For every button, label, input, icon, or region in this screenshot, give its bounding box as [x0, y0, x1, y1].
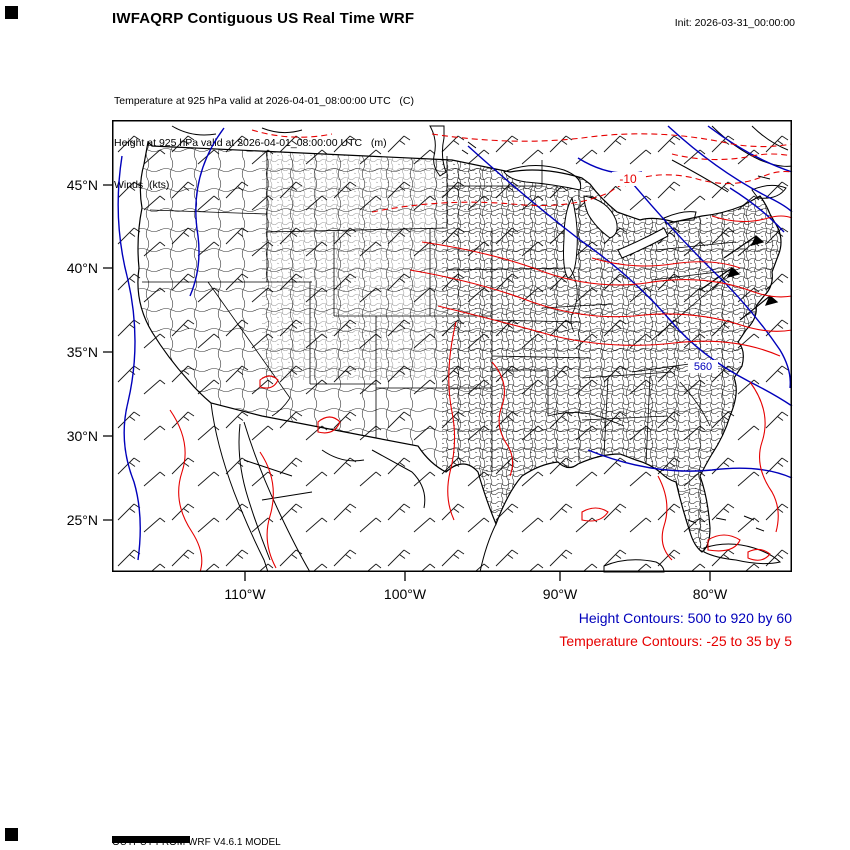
lon-label-100w: 100°W	[383, 586, 427, 602]
lat-label-40n: 40°N	[66, 260, 98, 276]
lon-label-80w: 80°W	[692, 586, 728, 602]
lat-label-30n: 30°N	[66, 428, 98, 444]
wind-barb-field	[112, 120, 792, 572]
page-title: IWFAQRP Contiguous US Real Time WRF	[112, 10, 415, 27]
init-timestamp: Init: 2026-03-31_00:00:00	[674, 17, 795, 29]
temperature-valid-line: Temperature at 925 hPa valid at 2026-04-…	[114, 95, 415, 107]
footer-mark	[112, 836, 190, 843]
map-frame: -10 560	[103, 120, 793, 581]
lat-label-25n: 25°N	[66, 512, 98, 528]
map-plot: -10 560	[103, 120, 793, 581]
state-boundaries	[142, 152, 737, 472]
jet-wind-barbs	[699, 235, 779, 321]
height-legend: Height Contours: 500 to 920 by 60	[578, 610, 792, 626]
map-border	[112, 120, 792, 572]
neighbor-geography	[171, 125, 793, 573]
temperature-contours	[169, 129, 793, 573]
contour-labels: -10 560	[612, 172, 718, 373]
lon-label-90w: 90°W	[542, 586, 578, 602]
temp-contour-label: -10	[619, 172, 637, 186]
height-contour-label: 560	[694, 361, 712, 373]
height-contours	[117, 125, 793, 561]
corner-mark-top-left	[5, 6, 18, 19]
lat-label-45n: 45°N	[66, 177, 98, 193]
lat-label-35n: 35°N	[66, 344, 98, 360]
lon-label-110w: 110°W	[224, 586, 266, 602]
axis-ticks	[103, 184, 711, 581]
model-footer: OUTPUT FROM WRF V4.6.1 MODEL WE = 580 ; …	[112, 810, 505, 850]
temperature-legend: Temperature Contours: -25 to 35 by 5	[559, 633, 792, 649]
corner-mark-bottom-left	[5, 828, 18, 841]
us-outline	[137, 140, 782, 553]
